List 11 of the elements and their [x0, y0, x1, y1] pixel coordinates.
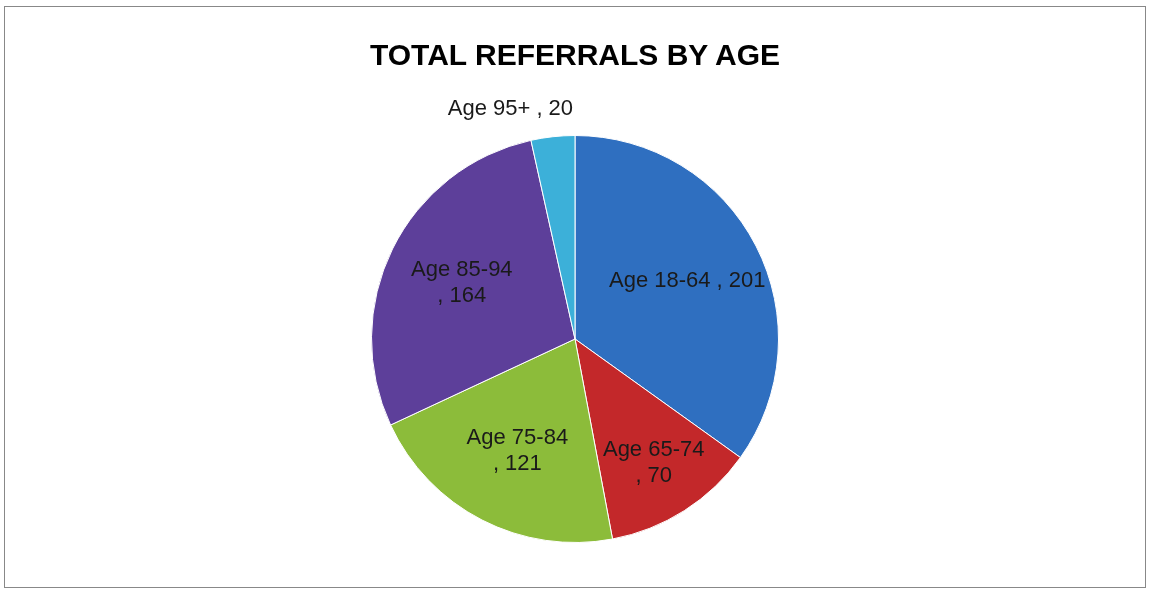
data-label: , 121	[492, 450, 542, 476]
slice-label: Age 18-64	[609, 267, 711, 293]
data-label: , 70	[635, 461, 673, 487]
data-label: , 201	[716, 267, 766, 293]
slice-label: Age 95+	[447, 94, 531, 120]
data-label: , 164	[437, 282, 487, 308]
slice-label: Age 65-74	[602, 435, 705, 461]
slice-label: Age 85-94	[411, 256, 513, 282]
data-label: , 20	[536, 94, 574, 120]
slice-label: Age 75-84	[466, 424, 569, 450]
chart-title: TOTAL REFERRALS BY AGE	[369, 38, 781, 72]
